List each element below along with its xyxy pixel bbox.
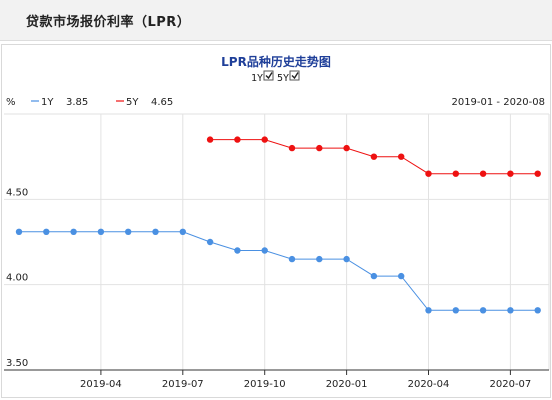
data-point-5y[interactable] [234, 136, 241, 143]
data-point-5y[interactable] [370, 153, 378, 160]
data-point-5y[interactable] [261, 136, 268, 143]
data-point-1y[interactable] [398, 272, 405, 280]
y-unit-label: % [6, 97, 16, 108]
page-header: 贷款市场报价利率（LPR） [0, 0, 552, 41]
series-line-1y [19, 231, 538, 311]
data-point-1y[interactable] [534, 307, 541, 314]
toggle-label-5y: 5Y [277, 73, 289, 84]
chart-panel [1, 44, 551, 398]
legend: 1Y 3.85 5Y 4.65 [31, 97, 173, 108]
legend-name-5y: 5Y [126, 97, 139, 108]
data-point-5y[interactable] [288, 144, 296, 152]
x-tick-label: 2019-10 [244, 379, 286, 390]
page-title: 贷款市场报价利率（LPR） [26, 15, 191, 30]
data-point-1y[interactable] [179, 228, 186, 235]
toggle-label-1y: 1Y [251, 73, 263, 84]
x-tick-label: 2019-04 [80, 379, 122, 390]
data-point-5y[interactable] [452, 170, 459, 177]
data-point-1y[interactable] [507, 307, 514, 314]
data-point-1y[interactable] [288, 255, 296, 263]
data-point-1y[interactable] [152, 228, 159, 235]
data-point-1y[interactable] [261, 247, 268, 254]
data-point-1y[interactable] [425, 307, 432, 314]
data-point-1y[interactable] [316, 255, 323, 263]
data-point-1y[interactable] [206, 238, 214, 246]
date-range-label: 2019-01 - 2020-08 [451, 97, 545, 108]
legend-name-1y: 1Y [41, 97, 54, 108]
y-axis-ticks: 3.50 4.00 4.50 [6, 187, 28, 369]
x-tick-label: 2020-07 [490, 379, 532, 390]
data-point-1y[interactable] [343, 255, 350, 263]
toggle-checkbox-5y[interactable] [289, 70, 300, 81]
data-point-5y[interactable] [206, 136, 214, 143]
gridlines [4, 113, 550, 370]
data-point-1y[interactable] [125, 228, 132, 235]
data-point-1y[interactable] [234, 247, 241, 254]
toggle-checkbox-1y[interactable] [263, 70, 274, 81]
data-point-1y[interactable] [479, 307, 487, 314]
x-tick-label: 2020-01 [326, 379, 368, 390]
data-point-1y[interactable] [15, 228, 23, 235]
x-axis-ticks: 2019-04 2019-07 2019-10 2020-01 2020-04 2020-… [4, 369, 549, 390]
data-point-5y[interactable] [343, 144, 350, 152]
data-point-1y[interactable] [43, 228, 50, 235]
x-tick-label: 2020-04 [408, 379, 450, 390]
data-point-5y[interactable] [534, 170, 541, 177]
legend-value-1y: 3.85 [66, 97, 88, 108]
y-tick-label: 4.00 [6, 273, 28, 284]
data-point-5y[interactable] [425, 170, 432, 177]
data-point-1y[interactable] [370, 272, 378, 280]
legend-value-5y: 4.65 [151, 97, 173, 108]
data-point-1y[interactable] [97, 228, 105, 235]
data-point-5y[interactable] [316, 144, 323, 152]
y-tick-label: 4.50 [6, 187, 28, 198]
data-point-5y[interactable] [398, 153, 405, 160]
chart-title: LPR品种历史走势图 [221, 54, 331, 69]
data-point-5y[interactable] [507, 170, 514, 177]
data-point-1y[interactable] [452, 307, 459, 314]
data-point-1y[interactable] [70, 228, 77, 235]
x-tick-label: 2019-07 [162, 379, 204, 390]
data-point-5y[interactable] [479, 170, 487, 177]
series-toggles: 1Y 5Y [251, 70, 300, 84]
y-tick-label: 3.50 [6, 358, 28, 369]
series-layer [15, 136, 541, 314]
